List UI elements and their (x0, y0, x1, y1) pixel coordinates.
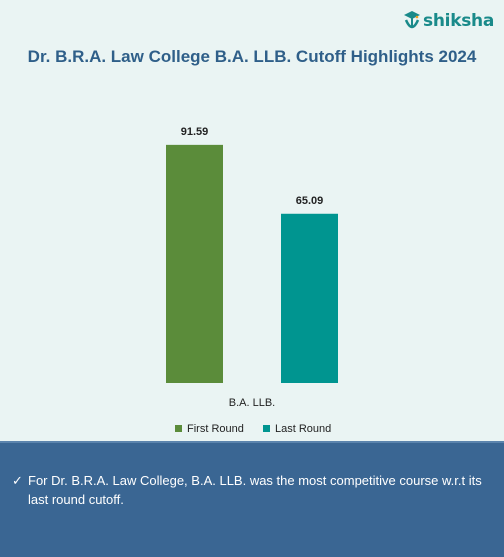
data-label-first-round: 91.59 (181, 126, 209, 138)
bar-last-round (281, 213, 338, 383)
legend-swatch-first-round (175, 425, 182, 432)
check-icon: ✓ (12, 473, 23, 488)
legend-label-first-round: First Round (187, 423, 244, 435)
bar-chart: 91.59 65.09 B.A. LLB. First Round Last Round (166, 126, 338, 435)
insight-note: ✓ For Dr. B.R.A. Law College, B.A. LLB. … (12, 471, 490, 509)
logo-text: shiksha (423, 11, 494, 31)
data-label-last-round: 65.09 (296, 195, 324, 207)
legend-swatch-last-round (263, 425, 270, 432)
legend-label-last-round: Last Round (275, 423, 331, 435)
bar-first-round (166, 144, 223, 383)
category-label: B.A. LLB. (229, 397, 275, 409)
insight-panel: ✓ For Dr. B.R.A. Law College, B.A. LLB. … (0, 441, 504, 557)
chart-title: Dr. B.R.A. Law College B.A. LLB. Cutoff … (27, 47, 477, 66)
shiksha-logo: shiksha (403, 8, 494, 34)
insight-text: For Dr. B.R.A. Law College, B.A. LLB. wa… (28, 473, 482, 507)
graduation-cap-icon (404, 11, 421, 29)
